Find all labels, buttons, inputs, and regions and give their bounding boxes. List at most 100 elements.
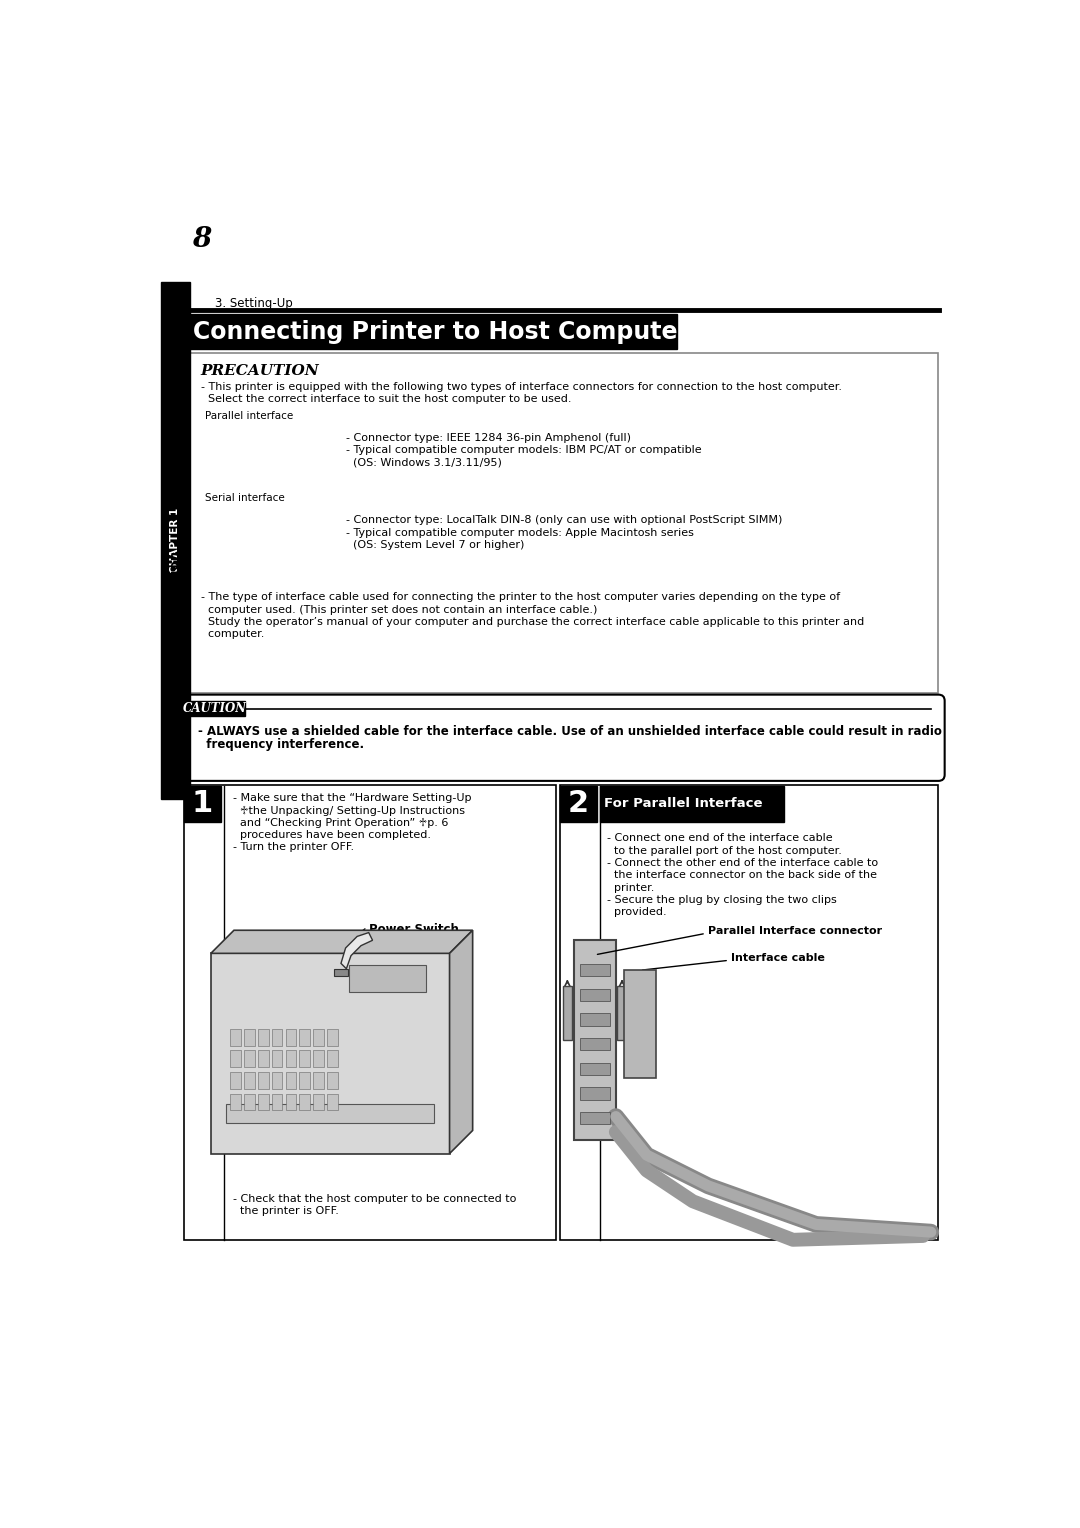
Bar: [245, 439, 251, 446]
Bar: [245, 454, 251, 461]
Circle shape: [233, 527, 273, 567]
Bar: [218, 439, 224, 446]
Bar: [259, 454, 265, 461]
Bar: [272, 1073, 283, 1089]
Bar: [230, 1073, 241, 1089]
Bar: [294, 439, 299, 446]
Circle shape: [237, 549, 242, 555]
Bar: [580, 1112, 610, 1125]
Bar: [259, 439, 265, 446]
Text: to the parallel port of the host computer.: to the parallel port of the host compute…: [607, 845, 842, 856]
Text: - Connector type: LocalTalk DIN-8 (only can use with optional PostScript SIMM): - Connector type: LocalTalk DIN-8 (only …: [346, 515, 782, 526]
Bar: [230, 1094, 241, 1111]
Bar: [285, 1094, 296, 1111]
Bar: [301, 454, 307, 461]
Text: (OS: System Level 7 or higher): (OS: System Level 7 or higher): [346, 539, 524, 550]
Bar: [280, 454, 285, 461]
Bar: [580, 1062, 610, 1076]
Bar: [327, 1073, 338, 1089]
Circle shape: [245, 549, 252, 555]
Text: - Connect one end of the interface cable: - Connect one end of the interface cable: [607, 833, 833, 843]
Text: CAUTION: CAUTION: [183, 701, 246, 715]
Text: the interface connector on the back side of the: the interface connector on the back side…: [607, 871, 877, 880]
Text: (OS: Windows 3.1/3.11/95): (OS: Windows 3.1/3.11/95): [346, 457, 501, 468]
Bar: [299, 1050, 310, 1068]
Text: frequency interference.: frequency interference.: [198, 738, 364, 750]
Text: PRECAUTION: PRECAUTION: [201, 364, 320, 377]
Bar: [218, 454, 224, 461]
Bar: [322, 454, 327, 461]
Bar: [245, 521, 261, 533]
Bar: [239, 439, 244, 446]
Bar: [327, 1028, 338, 1045]
Bar: [161, 283, 190, 799]
Bar: [313, 1094, 324, 1111]
Bar: [294, 454, 299, 461]
Text: computer used. (This printer set does not contain an interface cable.): computer used. (This printer set does no…: [201, 605, 597, 614]
Bar: [267, 454, 272, 461]
Bar: [314, 454, 320, 461]
Bar: [299, 1028, 310, 1045]
Circle shape: [216, 510, 291, 585]
Bar: [327, 1094, 338, 1111]
Bar: [258, 1094, 269, 1111]
Text: Connecting Printer to Host Computer: Connecting Printer to Host Computer: [193, 319, 689, 344]
Text: Interface cable: Interface cable: [730, 952, 824, 963]
Text: 1: 1: [192, 790, 213, 819]
Text: - Turn the printer OFF.: - Turn the printer OFF.: [233, 842, 354, 853]
Bar: [184, 785, 220, 822]
Text: ♱the Unpacking/ Setting-Up Instructions: ♱the Unpacking/ Setting-Up Instructions: [233, 805, 465, 816]
Text: Study the operator’s manual of your computer and purchase the correct interface : Study the operator’s manual of your comp…: [201, 617, 864, 626]
Bar: [350, 964, 427, 992]
Bar: [244, 1073, 255, 1089]
Text: - Connector type: IEEE 1284 36-pin Amphenol (full): - Connector type: IEEE 1284 36-pin Amphe…: [346, 432, 631, 443]
Text: Installation: Installation: [168, 549, 181, 634]
FancyBboxPatch shape: [178, 695, 945, 781]
Text: Power Switch: Power Switch: [368, 923, 459, 935]
Bar: [299, 1073, 310, 1089]
Polygon shape: [563, 986, 572, 1039]
Bar: [244, 1094, 255, 1111]
Bar: [253, 454, 258, 461]
Bar: [267, 439, 272, 446]
Polygon shape: [194, 429, 330, 474]
Bar: [299, 1094, 310, 1111]
Bar: [287, 439, 293, 446]
Circle shape: [226, 520, 281, 575]
Bar: [285, 1050, 296, 1068]
Bar: [580, 1038, 610, 1050]
Polygon shape: [449, 931, 473, 1154]
Text: 2: 2: [568, 790, 589, 819]
Bar: [308, 439, 313, 446]
Text: - The type of interface cable used for connecting the printer to the host comput: - The type of interface cable used for c…: [201, 593, 840, 602]
Bar: [211, 953, 449, 1154]
Bar: [272, 1050, 283, 1068]
Bar: [225, 439, 230, 446]
Bar: [580, 1013, 610, 1025]
Text: - This printer is equipped with the following two types of interface connectors : - This printer is equipped with the foll…: [201, 382, 841, 393]
Text: - Connect the other end of the interface cable to: - Connect the other end of the interface…: [607, 857, 878, 868]
Text: printer.: printer.: [607, 883, 654, 892]
Bar: [285, 1073, 296, 1089]
Circle shape: [255, 549, 261, 555]
Bar: [211, 454, 216, 461]
Bar: [231, 439, 237, 446]
Bar: [273, 439, 279, 446]
Polygon shape: [618, 986, 626, 1039]
Text: Select the correct interface to suit the host computer to be used.: Select the correct interface to suit the…: [201, 394, 571, 403]
Bar: [253, 439, 258, 446]
Text: - Typical compatible computer models: IBM PC/AT or compatible: - Typical compatible computer models: IB…: [346, 445, 701, 455]
Circle shape: [241, 538, 247, 544]
Text: Serial interface: Serial interface: [205, 494, 284, 503]
Text: CHAPTER 1: CHAPTER 1: [171, 507, 180, 573]
Bar: [272, 1094, 283, 1111]
Bar: [258, 1073, 269, 1089]
Text: provided.: provided.: [607, 908, 667, 917]
Bar: [573, 940, 616, 1140]
Bar: [308, 454, 313, 461]
Text: - Make sure that the “Hardware Setting-Up: - Make sure that the “Hardware Setting-U…: [233, 793, 472, 804]
Bar: [239, 454, 244, 461]
Bar: [580, 964, 610, 976]
Circle shape: [264, 549, 270, 555]
Text: - ALWAYS use a shielded cable for the interface cable. Use of an unshielded inte: - ALWAYS use a shielded cable for the in…: [198, 726, 942, 738]
